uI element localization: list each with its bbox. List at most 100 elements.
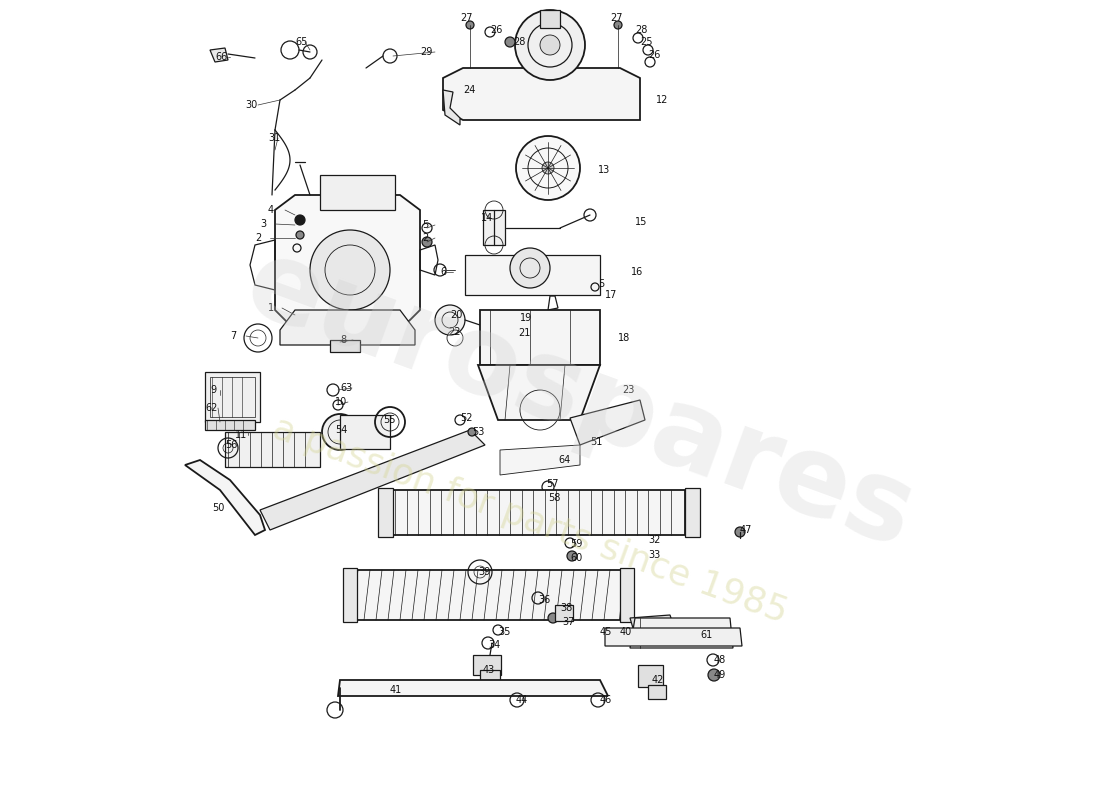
Bar [378, 488, 393, 537]
Text: 19: 19 [520, 313, 532, 323]
Bar [685, 488, 700, 537]
Polygon shape [185, 460, 265, 535]
Bar [343, 568, 358, 622]
Polygon shape [605, 628, 742, 646]
Polygon shape [260, 430, 485, 530]
Text: 46: 46 [600, 695, 613, 705]
Text: 40: 40 [620, 627, 632, 637]
Text: 28: 28 [513, 37, 526, 47]
Polygon shape [210, 48, 228, 62]
Circle shape [296, 231, 304, 239]
Bar [473, 655, 500, 675]
Text: 51: 51 [590, 437, 603, 447]
Text: 28: 28 [635, 25, 648, 35]
Text: a passion for parts since 1985: a passion for parts since 1985 [268, 410, 792, 630]
Text: 39: 39 [478, 567, 491, 577]
Polygon shape [630, 618, 733, 648]
Circle shape [542, 162, 554, 174]
Text: 3: 3 [260, 219, 266, 229]
Polygon shape [338, 680, 608, 696]
Text: 10: 10 [336, 397, 348, 407]
Text: 27: 27 [610, 13, 623, 23]
Text: eurospares: eurospares [231, 230, 928, 570]
Text: 16: 16 [631, 267, 644, 277]
Bar [480, 670, 501, 682]
Text: 5: 5 [598, 279, 604, 289]
Text: 2: 2 [422, 233, 428, 243]
Bar [620, 568, 634, 622]
Circle shape [422, 237, 432, 247]
Text: 33: 33 [648, 550, 660, 560]
Text: 45: 45 [600, 627, 613, 637]
Text: 31: 31 [268, 133, 280, 143]
Circle shape [735, 527, 745, 537]
Text: 14: 14 [481, 213, 493, 223]
Text: 32: 32 [648, 535, 660, 545]
Text: 49: 49 [714, 670, 726, 680]
Polygon shape [630, 615, 675, 635]
Text: 54: 54 [336, 425, 348, 435]
Bar [210, 377, 255, 417]
Bar [483, 210, 505, 245]
Bar [205, 372, 260, 422]
Text: 56: 56 [226, 440, 238, 450]
Text: 34: 34 [488, 640, 501, 650]
Bar [330, 340, 360, 352]
Text: 37: 37 [562, 617, 574, 627]
Text: 42: 42 [652, 675, 664, 685]
Circle shape [515, 10, 585, 80]
Text: 24: 24 [463, 85, 475, 95]
Text: 63: 63 [340, 383, 352, 393]
Text: 38: 38 [560, 603, 572, 613]
Text: 26: 26 [490, 25, 503, 35]
Text: 55: 55 [383, 415, 396, 425]
Circle shape [322, 414, 358, 450]
Text: 21: 21 [518, 328, 530, 338]
Text: 12: 12 [656, 95, 669, 105]
Text: 20: 20 [450, 310, 462, 320]
Text: 62: 62 [205, 403, 218, 413]
Circle shape [310, 230, 390, 310]
Text: 7: 7 [230, 331, 236, 341]
Polygon shape [570, 400, 645, 445]
Text: 58: 58 [548, 493, 560, 503]
Text: 27: 27 [460, 13, 473, 23]
Text: 59: 59 [570, 539, 582, 549]
Text: 61: 61 [700, 630, 713, 640]
Text: 60: 60 [570, 553, 582, 563]
Bar [556, 605, 573, 621]
Text: 44: 44 [516, 695, 528, 705]
Text: 65: 65 [295, 37, 307, 47]
Bar [648, 685, 666, 699]
Text: 66: 66 [214, 52, 228, 62]
Text: 1: 1 [268, 303, 274, 313]
Polygon shape [443, 90, 460, 125]
Polygon shape [275, 195, 420, 330]
Polygon shape [465, 255, 600, 295]
Text: 29: 29 [420, 47, 432, 57]
Polygon shape [478, 365, 600, 420]
Circle shape [505, 37, 515, 47]
Text: 2: 2 [255, 233, 262, 243]
Text: 36: 36 [538, 595, 550, 605]
Bar [638, 665, 663, 687]
Bar [540, 10, 560, 28]
Text: 25: 25 [640, 37, 652, 47]
Bar [340, 415, 390, 449]
Bar [205, 420, 255, 430]
Circle shape [468, 428, 476, 436]
Text: 43: 43 [483, 665, 495, 675]
Text: 48: 48 [714, 655, 726, 665]
Circle shape [540, 35, 560, 55]
Text: 26: 26 [648, 50, 660, 60]
Text: 30: 30 [245, 100, 257, 110]
Bar [226, 432, 320, 467]
Text: 5: 5 [422, 220, 428, 230]
Text: 15: 15 [635, 217, 648, 227]
Polygon shape [443, 68, 640, 120]
Circle shape [466, 21, 474, 29]
Circle shape [566, 551, 578, 561]
Circle shape [708, 669, 720, 681]
Circle shape [614, 21, 622, 29]
Bar [480, 310, 600, 365]
